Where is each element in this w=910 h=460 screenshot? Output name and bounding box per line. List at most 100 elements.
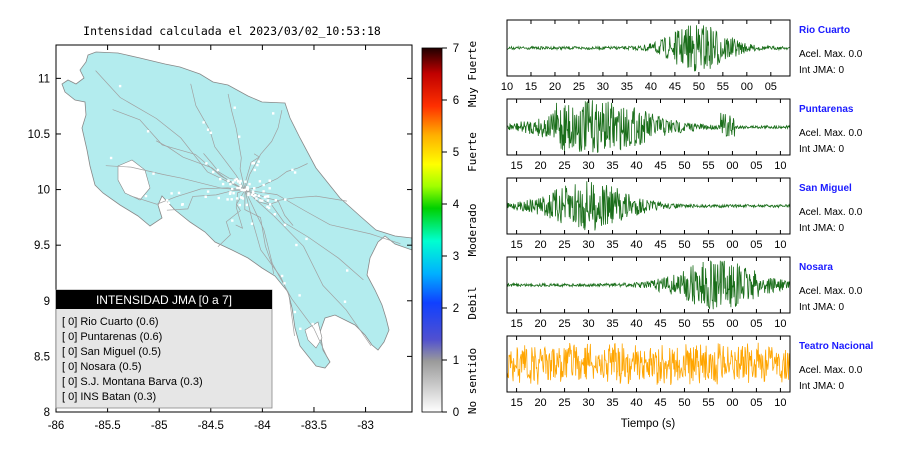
road [244, 189, 275, 274]
town-dot [280, 274, 284, 278]
time-tick-label: 55 [702, 318, 714, 330]
time-tick-label: 10 [774, 239, 786, 251]
road [129, 187, 246, 205]
colorbar-tick-label: 0 [453, 407, 459, 419]
town-markers [109, 84, 349, 330]
town-dot [209, 131, 213, 134]
town-dot [170, 192, 173, 195]
town-dot [240, 196, 243, 199]
time-tick-label: 30 [582, 239, 594, 251]
time-tick-label: 40 [645, 81, 657, 93]
town-dot [311, 322, 314, 326]
time-tick-label: 55 [702, 160, 714, 172]
town-dot [298, 294, 301, 297]
town-dot [206, 128, 210, 131]
time-tick-label: 15 [525, 81, 537, 93]
x-tick-label: -85 [151, 420, 168, 432]
time-tick-label: 50 [678, 318, 690, 330]
x-tick-label: -83 [357, 420, 374, 432]
y-tick-label: 8.5 [34, 351, 50, 363]
time-tick-label: 10 [501, 81, 513, 93]
town-dot [263, 195, 267, 199]
time-tick-label: 40 [630, 397, 642, 409]
town-dot [238, 135, 241, 138]
town-dot [253, 187, 256, 190]
town-dot [262, 183, 265, 187]
waveform-trace [506, 342, 791, 385]
town-dot [246, 186, 250, 189]
road [244, 163, 308, 191]
waveform-frame [506, 177, 791, 235]
town-dot [235, 178, 238, 181]
colorbar-tick-label: 4 [453, 199, 460, 211]
time-tick-label: 25 [558, 318, 570, 330]
time-tick-label: 50 [678, 239, 690, 251]
time-tick-label: 20 [549, 81, 561, 93]
town-dot [205, 162, 208, 165]
y-tick-label: 8 [44, 407, 50, 419]
town-dot [274, 199, 277, 202]
jma-intensity-value: Int JMA: 0 [799, 144, 844, 155]
town-dot [252, 194, 255, 198]
town-dot [244, 180, 247, 183]
time-tick-label: 05 [750, 239, 762, 251]
y-tick-label: 10.5 [28, 129, 50, 141]
town-dot [251, 190, 255, 193]
time-tick-label: 05 [750, 318, 762, 330]
time-tick-label: 45 [654, 397, 666, 409]
town-dot [248, 182, 251, 186]
road [244, 110, 283, 191]
town-dot [250, 193, 253, 196]
time-tick-label: 00 [726, 160, 738, 172]
town-dot [268, 187, 271, 190]
town-dot [226, 198, 229, 201]
town-dot [237, 180, 240, 183]
time-tick-label: 05 [765, 81, 777, 93]
x-tick-label: -84.5 [198, 420, 224, 432]
time-tick-label: 35 [606, 239, 618, 251]
town-dot [243, 189, 246, 192]
town-dot [343, 300, 347, 303]
town-dot [268, 179, 271, 182]
time-tick-label: 55 [702, 397, 714, 409]
town-dot [247, 192, 250, 195]
time-tick-label: 40 [630, 160, 642, 172]
time-tick-label: 50 [678, 160, 690, 172]
time-tick-label: 20 [534, 397, 546, 409]
legend-item: [ 0] Nosara (0.5) [62, 361, 141, 373]
town-dot [253, 168, 256, 172]
town-dot [262, 190, 265, 193]
town-dot [238, 181, 241, 185]
town-dot [245, 203, 249, 207]
road [227, 93, 246, 191]
time-tick-label: 25 [558, 160, 570, 172]
town-dot [241, 197, 245, 200]
road [244, 189, 401, 245]
colorbar-label: Moderado [466, 204, 479, 257]
time-tick-label: 45 [654, 318, 666, 330]
legend-item: [ 0] INS Batan (0.3) [62, 391, 156, 403]
town-dot [299, 327, 302, 330]
town-dot [232, 192, 235, 195]
town-dot [231, 219, 234, 222]
town-dot [212, 170, 215, 174]
town-dot [109, 156, 113, 160]
map-panel: Intensidad calculada el 2023/03/02_10:53… [28, 24, 413, 432]
waveform-frame [506, 335, 791, 393]
station-name: Rio Cuarto [799, 25, 850, 36]
town-dot [144, 194, 148, 198]
town-dot [231, 187, 234, 191]
town-dot [268, 203, 272, 206]
town-dot [293, 171, 297, 174]
time-tick-label: 30 [582, 318, 594, 330]
town-dot [236, 186, 239, 190]
map-frame [55, 44, 413, 413]
time-tick-label: 20 [534, 160, 546, 172]
town-dot [272, 112, 275, 115]
town-dot [227, 179, 230, 183]
y-tick-label: 9.5 [34, 240, 50, 252]
town-dot [247, 193, 250, 197]
town-dot [252, 191, 255, 195]
town-dot [255, 197, 258, 200]
x-tick-label: -83.5 [301, 420, 327, 432]
